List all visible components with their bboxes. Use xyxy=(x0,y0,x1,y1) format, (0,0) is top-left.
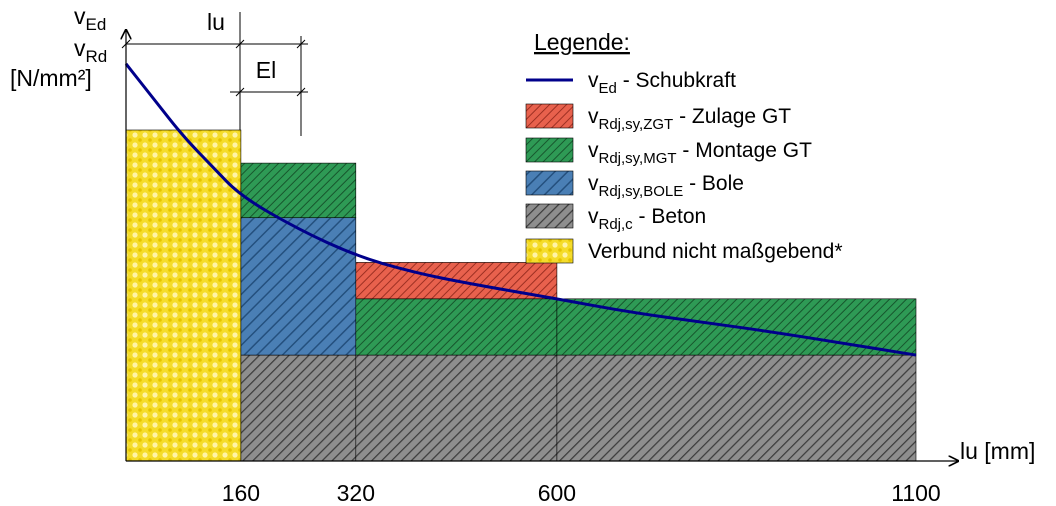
legend-swatch-beton xyxy=(525,203,574,229)
curve-v-ed xyxy=(124,62,917,357)
dim-tick-e xyxy=(296,87,306,97)
x-tick-label-160: 160 xyxy=(222,480,260,506)
dim-tick-b xyxy=(235,39,245,49)
dim-el-label: El xyxy=(256,57,276,83)
dim-lu-label: lu xyxy=(207,9,225,35)
bar-bole-160-320 xyxy=(240,217,357,356)
x-tick-label-1100: 1100 xyxy=(891,480,940,506)
legend-title: Legende: xyxy=(534,29,630,55)
bar-mgt-320-600 xyxy=(355,298,558,356)
stacked-bars xyxy=(125,129,917,462)
bar-verbund-0-160 xyxy=(125,129,242,462)
bar-beton-160-320 xyxy=(240,354,357,462)
legend-label-bole: vRdj,sy,BOLE - Bole xyxy=(588,172,744,200)
legend-label-curve: vEd - Schubkraft xyxy=(588,69,736,97)
dim-tick-c xyxy=(296,39,306,49)
x-tick-label-320: 320 xyxy=(337,480,375,506)
legend-label-mgt: vRdj,sy,MGT - Montage GT xyxy=(588,139,812,167)
legend: Legende: vEd - Schubkraft vRdj,sy,ZGT - Zu… xyxy=(525,29,843,264)
legend-swatch-mgt xyxy=(525,137,574,163)
dim-tick-d xyxy=(235,87,245,97)
x-axis-label: lu [mm] xyxy=(960,438,1035,464)
dim-tick-a xyxy=(121,39,131,49)
legend-swatch-verbund xyxy=(525,238,574,264)
x-tick-label-600: 600 xyxy=(538,480,576,506)
legend-label-verbund: Verbund nicht maßgebend* xyxy=(588,240,843,263)
legend-label-zgt: vRdj,sy,ZGT - Zulage GT xyxy=(588,105,791,133)
legend-swatch-bole xyxy=(525,170,574,196)
curve-group xyxy=(124,62,917,357)
bar-beton-600-1100 xyxy=(556,354,917,462)
y-axis-label-v-rd: vRd xyxy=(74,35,107,66)
y-axis-label-unit: [N/mm²] xyxy=(10,65,92,91)
y-axis-label-v-ed: vEd xyxy=(74,3,106,34)
bar-mgt-160-320 xyxy=(240,162,357,219)
legend-swatch-zgt xyxy=(525,103,574,129)
legend-label-beton: vRdj,c - Beton xyxy=(588,205,706,233)
bar-beton-320-600 xyxy=(355,354,558,462)
dimension-lines: lu El xyxy=(121,9,308,136)
